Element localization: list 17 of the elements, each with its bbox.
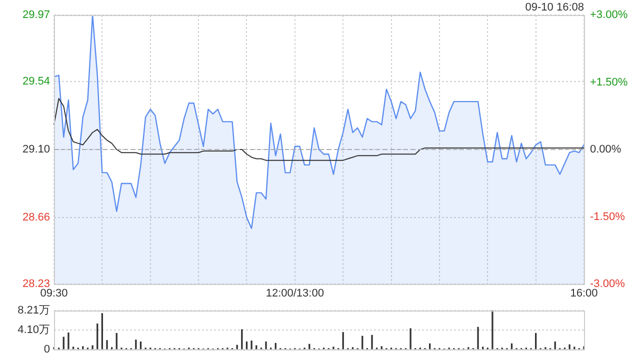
y-tick-label: 28.66 [22, 212, 50, 224]
y-tick-label: 8.21万 [18, 304, 50, 317]
y-tick-label: 29.54 [22, 76, 50, 88]
y2-tick-label: -1.50% [590, 210, 626, 223]
y-tick-label: 28.23 [22, 278, 50, 290]
y2-tick-label: +1.50% [590, 76, 628, 88]
y2-tick-label: 0.00% [590, 144, 622, 156]
y-tick-label: 29.97 [22, 9, 50, 22]
y2-tick-label: -3.00% [590, 278, 626, 290]
x-tick-label: 12:00/13:00 [266, 288, 324, 300]
y-tick-label: 0 [44, 343, 50, 356]
y2-tick-label: +3.00% [590, 9, 628, 22]
y-tick-label: 4.10万 [18, 324, 50, 336]
x-tick-label: 16:00 [570, 288, 598, 300]
y-tick-label: 29.10 [22, 144, 50, 156]
text: 09-10 16:08 [525, 2, 584, 14]
x-tick-label: 09:30 [40, 288, 68, 300]
